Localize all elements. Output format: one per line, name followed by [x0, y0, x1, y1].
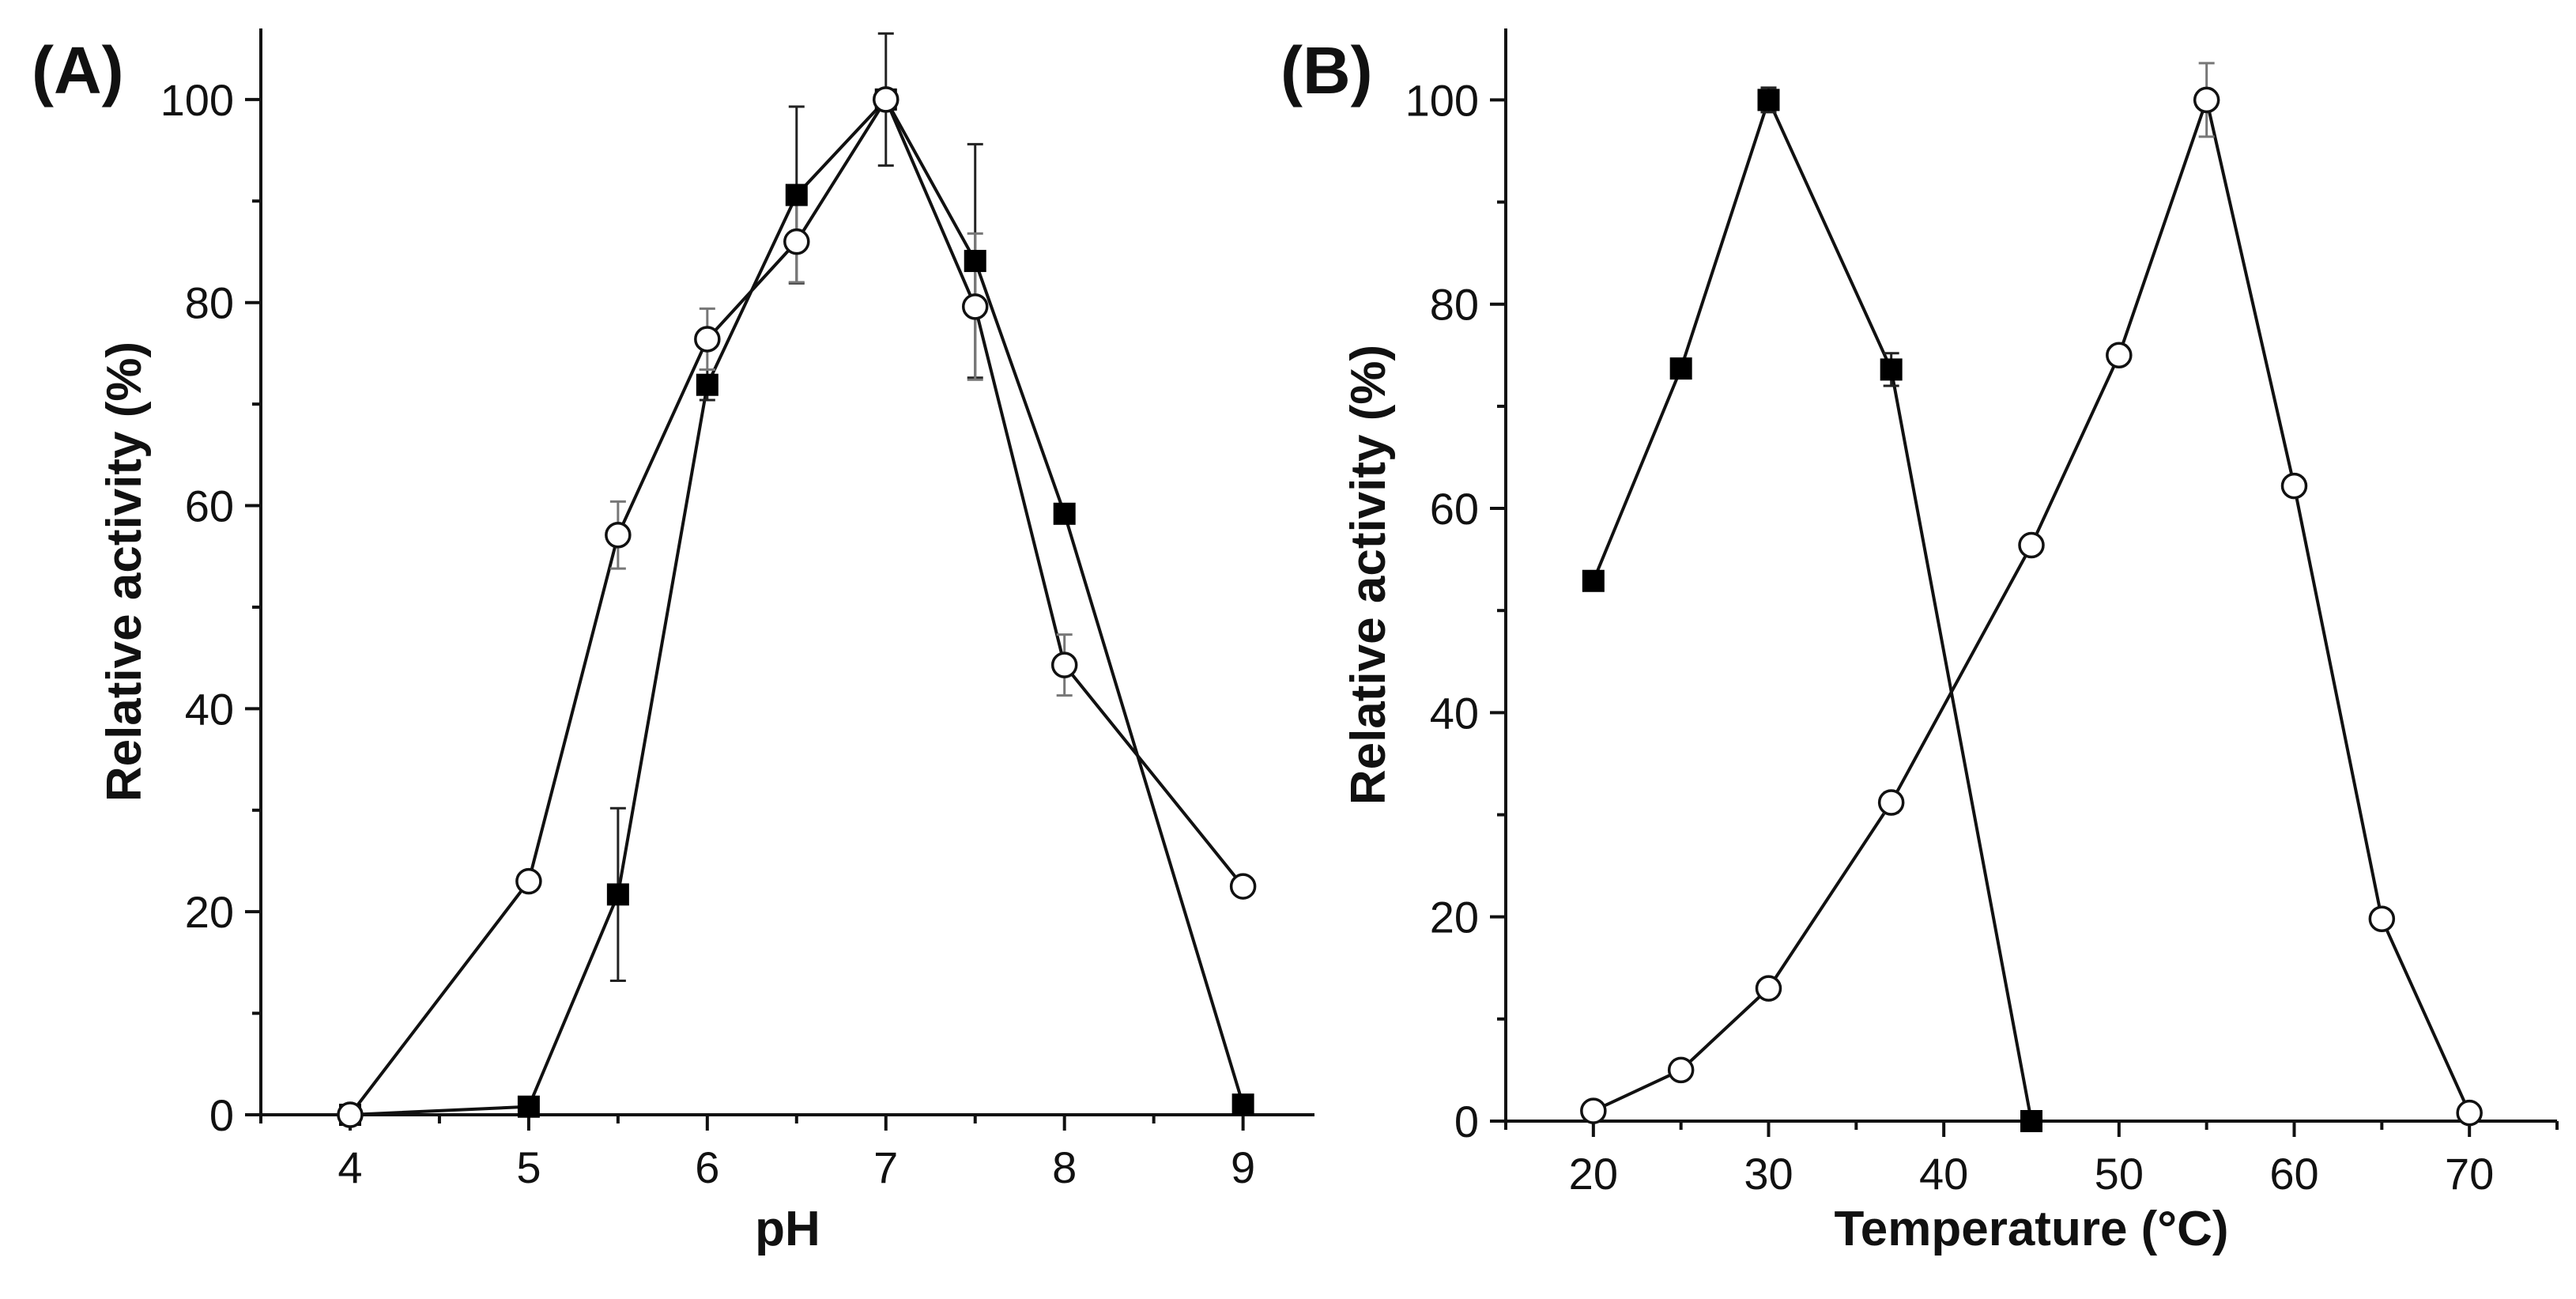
data-point-circle [605, 522, 632, 549]
x-tick-label: 7 [873, 1142, 898, 1192]
y-tick-label: 0 [209, 1090, 234, 1140]
panel-label: (B) [1280, 33, 1373, 108]
x-tick-label: 5 [516, 1142, 541, 1192]
data-point-circle [1050, 651, 1078, 678]
y-tick-label: 0 [1454, 1097, 1479, 1146]
data-point-circle [2456, 1099, 2483, 1127]
x-tick-label: 40 [1919, 1149, 1968, 1199]
data-point-square [964, 250, 986, 273]
y-tick-label: 80 [1430, 280, 1479, 330]
data-point-square [1582, 569, 1605, 592]
x-tick-label: 60 [2269, 1149, 2318, 1199]
data-point-circle [2018, 531, 2045, 559]
y-tick-label: 40 [185, 684, 234, 734]
y-axis-title: Relative activity (%) [97, 342, 152, 802]
x-tick-label: 4 [338, 1142, 362, 1192]
data-point-circle [2193, 86, 2220, 114]
data-point-square [606, 883, 629, 906]
data-point-square [517, 1095, 540, 1118]
data-point-square [1880, 358, 1903, 381]
data-point-square [1669, 357, 1692, 380]
y-tick-label: 80 [185, 278, 234, 328]
y-tick-label: 20 [185, 887, 234, 937]
data-point-circle [2280, 472, 2308, 500]
series-line-squares [1591, 95, 2033, 1122]
data-point-square [696, 373, 718, 396]
x-tick-label: 20 [1569, 1149, 1618, 1199]
data-point-circle [2368, 905, 2396, 933]
data-point-circle [515, 867, 542, 895]
x-tick-label: 8 [1052, 1142, 1077, 1192]
data-point-circle [1229, 873, 1257, 900]
x-axis-title: Temperature (°C) [1834, 1202, 2228, 1256]
y-axis-title: Relative activity (%) [1341, 345, 1396, 805]
y-tick-label: 20 [1430, 893, 1479, 942]
panel-b: (B) 0 20 40 60 80 100 20 30 40 50 60 70 Temperature (… [1280, 28, 2559, 1256]
y-tick-label: 100 [160, 75, 234, 125]
x-tick-label: 9 [1231, 1142, 1255, 1192]
x-tick-label: 6 [695, 1142, 719, 1192]
y-tick-label: 60 [185, 481, 234, 531]
y-tick-label: 60 [1430, 484, 1479, 534]
data-point-circle [337, 1101, 364, 1128]
data-point-circle [783, 228, 810, 255]
x-axis-title: pH [755, 1202, 820, 1256]
y-tick-label: 100 [1405, 75, 1479, 125]
data-point-square [2020, 1110, 2042, 1132]
data-point-square [1053, 502, 1076, 525]
data-point-square [785, 183, 808, 206]
data-point-circle [694, 326, 721, 353]
data-point-circle [961, 293, 989, 320]
data-point-circle [1667, 1056, 1695, 1084]
data-point-circle [2106, 342, 2133, 369]
data-point-circle [1580, 1097, 1607, 1124]
data-point-square [1231, 1093, 1254, 1116]
panel-a: (A) 0 20 40 60 80 100 4 5 6 7 8 9 pH Relative activity… [32, 28, 1314, 1256]
panel-label: (A) [32, 33, 124, 108]
data-point-circle [1877, 789, 1905, 816]
data-point-square [1757, 89, 1780, 111]
y-tick-label: 40 [1430, 688, 1479, 738]
data-point-circle [1755, 975, 1782, 1002]
series-line-circles [1592, 94, 2471, 1114]
x-tick-label: 30 [1744, 1149, 1793, 1199]
x-tick-label: 50 [2095, 1149, 2144, 1199]
data-point-circle [873, 86, 900, 113]
x-tick-label: 70 [2445, 1149, 2494, 1199]
